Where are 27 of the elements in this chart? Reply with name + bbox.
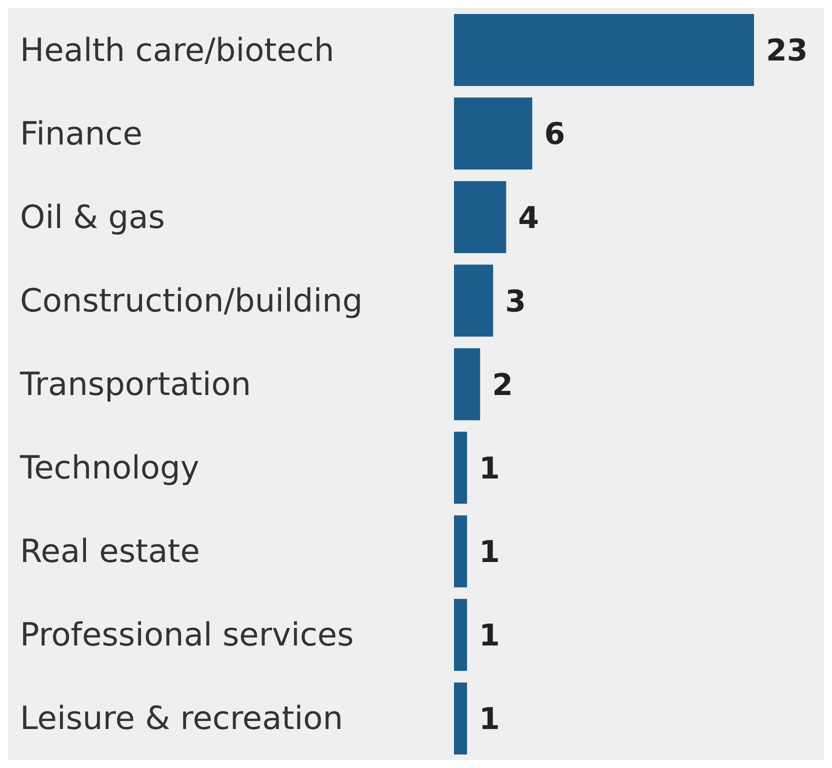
data-label: 1: [479, 618, 500, 654]
bar: [454, 432, 468, 504]
data-label: 1: [479, 451, 500, 486]
bar: [454, 98, 532, 170]
y-tick-label: Construction/building: [20, 281, 363, 320]
y-tick-label: Health care/biotech: [20, 30, 334, 69]
y-tick-label: Leisure & recreation: [20, 699, 344, 738]
data-label: 3: [505, 284, 526, 320]
bar: [454, 348, 480, 420]
bar: [454, 14, 754, 86]
bar: [454, 682, 468, 754]
y-tick-label: Technology: [19, 448, 200, 487]
data-label: 1: [479, 702, 500, 738]
data-label: 2: [492, 368, 513, 403]
y-tick-label: Oil & gas: [20, 198, 165, 236]
bar: [454, 181, 506, 254]
bar: [454, 515, 468, 588]
bar: [454, 598, 468, 671]
y-tick-label: Transportation: [19, 365, 252, 403]
data-label: 23: [766, 34, 808, 69]
y-tick-label: Finance: [20, 114, 142, 152]
y-tick-label: Professional services: [20, 616, 354, 654]
data-label: 1: [479, 534, 500, 570]
data-label: 4: [518, 200, 540, 236]
bar: [454, 264, 494, 337]
data-label: 6: [544, 117, 566, 152]
y-tick-label: Real estate: [20, 532, 200, 570]
